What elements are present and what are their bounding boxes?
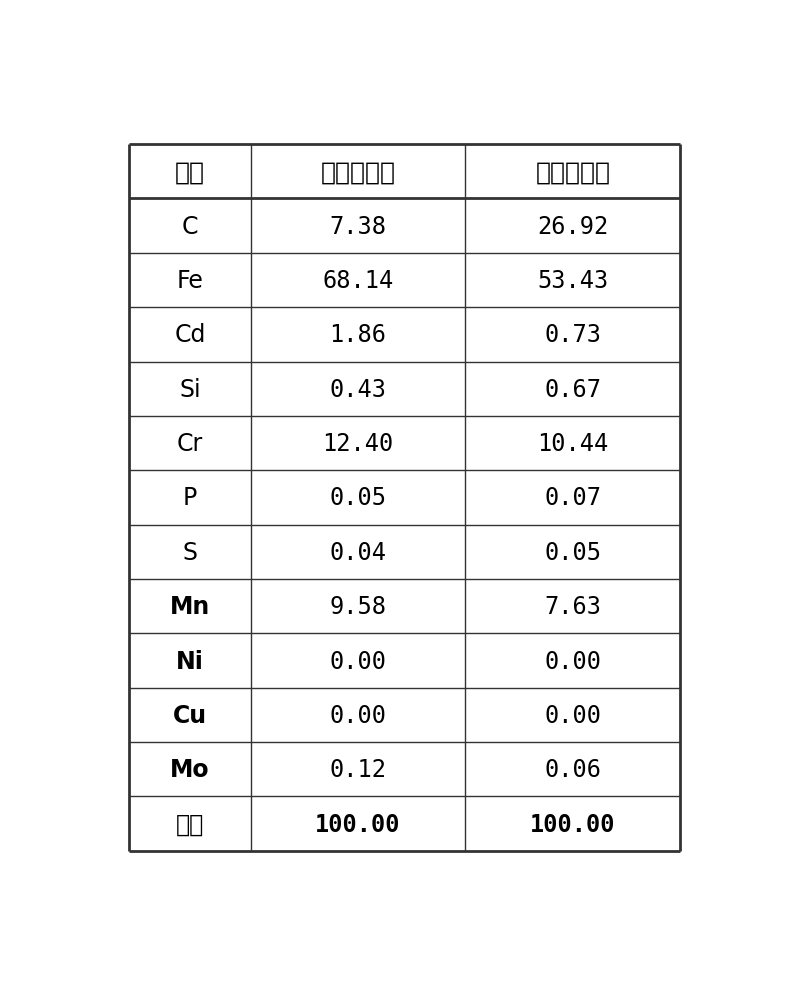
Text: 0.07: 0.07 (544, 486, 601, 510)
Text: 重量百分比: 重量百分比 (321, 160, 396, 184)
Text: 0.43: 0.43 (329, 378, 386, 401)
Text: Cd: Cd (175, 323, 205, 347)
Text: 68.14: 68.14 (322, 269, 393, 293)
Text: 元素: 元素 (175, 160, 205, 184)
Text: 0.05: 0.05 (329, 486, 386, 510)
Text: Si: Si (179, 378, 201, 401)
Text: Cr: Cr (177, 432, 203, 456)
Text: 26.92: 26.92 (537, 214, 608, 239)
Text: Cu: Cu (173, 703, 207, 727)
Text: 0.00: 0.00 (329, 703, 386, 727)
Text: Ni: Ni (176, 649, 204, 672)
Text: 100.00: 100.00 (530, 811, 615, 836)
Text: 9.58: 9.58 (329, 595, 386, 618)
Text: P: P (182, 486, 197, 510)
Text: 总量: 总量 (176, 811, 204, 836)
Text: 0.73: 0.73 (544, 323, 601, 347)
Text: 0.12: 0.12 (329, 757, 386, 782)
Text: 100.00: 100.00 (315, 811, 401, 836)
Text: 0.00: 0.00 (544, 649, 601, 672)
Text: 53.43: 53.43 (537, 269, 608, 293)
Text: 0.06: 0.06 (544, 757, 601, 782)
Text: 0.05: 0.05 (544, 540, 601, 564)
Text: Mn: Mn (170, 595, 210, 618)
Text: 7.63: 7.63 (544, 595, 601, 618)
Text: 0.00: 0.00 (544, 703, 601, 727)
Text: 0.67: 0.67 (544, 378, 601, 401)
Text: 7.38: 7.38 (329, 214, 386, 239)
Text: 0.00: 0.00 (329, 649, 386, 672)
Text: Fe: Fe (176, 269, 203, 293)
Text: C: C (182, 214, 198, 239)
Text: 0.04: 0.04 (329, 540, 386, 564)
Text: 1.86: 1.86 (329, 323, 386, 347)
Text: 12.40: 12.40 (322, 432, 393, 456)
Text: S: S (182, 540, 198, 564)
Text: 10.44: 10.44 (537, 432, 608, 456)
Text: Mo: Mo (170, 757, 210, 782)
Text: 原子百分比: 原子百分比 (536, 160, 611, 184)
